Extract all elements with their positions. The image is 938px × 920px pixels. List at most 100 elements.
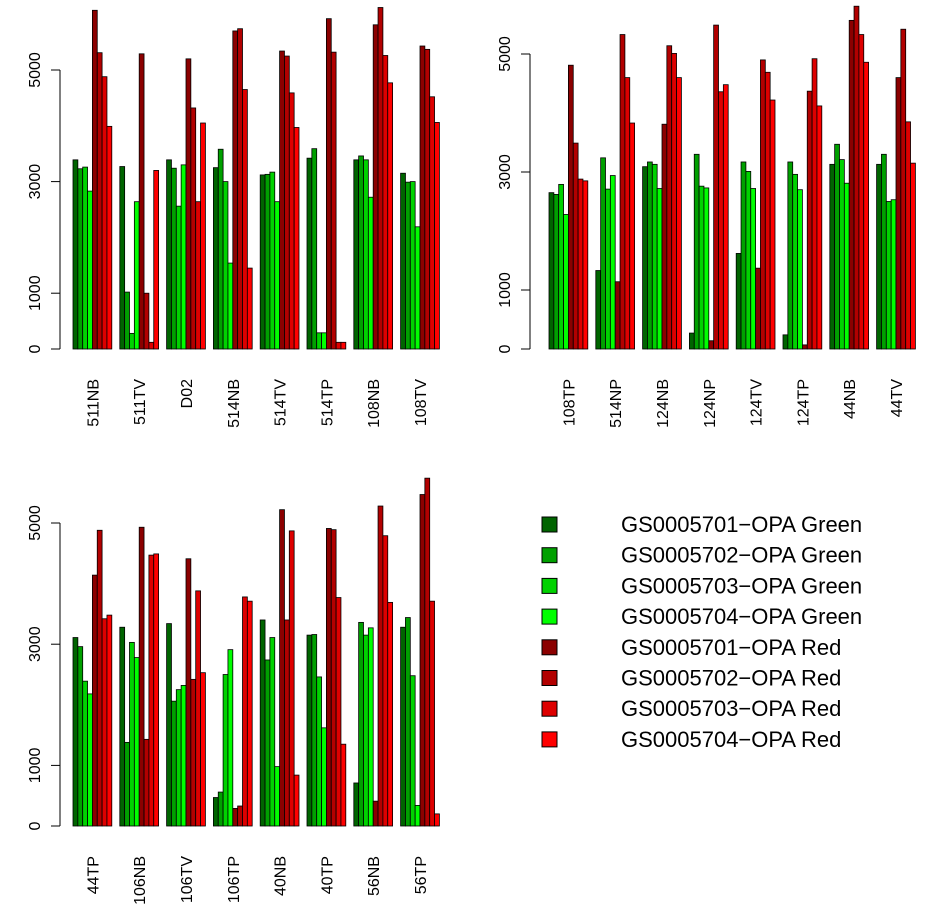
bar <box>358 155 364 350</box>
bar <box>816 105 823 350</box>
bar <box>87 693 93 827</box>
bar <box>96 52 103 350</box>
bar <box>572 142 579 350</box>
legend-swatch <box>541 608 558 625</box>
bar <box>387 82 393 350</box>
bar <box>848 19 855 350</box>
legend-swatch <box>541 516 558 533</box>
bar <box>651 163 658 350</box>
bar <box>787 161 794 350</box>
bar <box>863 61 869 350</box>
bar <box>377 7 384 350</box>
legend-label: GS0005703−OPA Red <box>621 696 841 721</box>
bar <box>200 672 206 827</box>
bar <box>755 267 761 350</box>
x-category-label: 108TV <box>413 379 430 426</box>
bar <box>414 226 421 350</box>
bar <box>246 267 253 350</box>
bar <box>166 623 172 827</box>
bar <box>335 597 342 827</box>
bar <box>400 172 406 350</box>
bar <box>330 529 337 827</box>
bar <box>900 28 907 350</box>
bar <box>609 175 616 350</box>
bar <box>316 676 322 827</box>
x-category-label: 514NP <box>608 379 625 428</box>
bar <box>382 55 389 350</box>
legend: GS0005701−OPA Green GS0005702−OPA Green GS… <box>541 512 862 752</box>
bar <box>200 122 206 350</box>
bar <box>284 619 290 827</box>
bar <box>400 626 406 827</box>
bar <box>153 170 159 350</box>
bar <box>306 157 313 350</box>
y-tick-label: 0 <box>497 344 514 353</box>
bar <box>321 332 327 350</box>
bar <box>171 167 177 350</box>
bar <box>325 528 332 827</box>
legend-swatch <box>541 547 558 564</box>
bar <box>101 76 108 350</box>
bar <box>419 45 426 350</box>
x-category-label: 124TP <box>795 379 812 426</box>
bar <box>595 270 602 350</box>
bar <box>769 99 776 350</box>
x-category-label: D02 <box>179 379 196 408</box>
x-category-label: 44NB <box>842 379 859 419</box>
bar <box>858 34 865 350</box>
legend-swatch <box>541 731 558 748</box>
bar <box>905 121 911 350</box>
legend-label: GS0005704−OPA Green <box>621 604 862 629</box>
bar <box>713 24 719 350</box>
y-tick-label: 5000 <box>497 36 514 72</box>
legend-label: GS0005704−OPA Red <box>621 727 841 752</box>
bar <box>600 157 606 350</box>
bar <box>175 205 182 350</box>
bar <box>708 340 715 350</box>
x-category-label: 124NB <box>655 379 672 428</box>
bar <box>895 77 902 350</box>
y-tick-label: 5000 <box>27 505 44 541</box>
chart-panel-2: 0 1000 3000 5000 108TP 514NP 124NB 124NP 124TV 12… <box>497 5 916 428</box>
bar <box>82 166 88 350</box>
bar <box>839 159 845 350</box>
bar <box>101 618 108 827</box>
bar <box>264 173 271 350</box>
bar <box>212 167 219 350</box>
bar <box>792 173 798 350</box>
bar <box>429 96 435 350</box>
bar <box>148 341 155 350</box>
bar <box>185 58 192 350</box>
bar <box>279 509 285 827</box>
bar <box>834 143 840 350</box>
bar <box>180 164 187 350</box>
bar <box>92 9 98 350</box>
bar <box>890 199 897 350</box>
bar <box>387 601 393 827</box>
bar <box>180 685 187 827</box>
bar <box>760 59 766 350</box>
bar <box>414 804 421 827</box>
bar <box>843 182 850 350</box>
bar <box>288 92 295 350</box>
bar <box>750 188 756 350</box>
y-tick-label: 3000 <box>27 164 44 200</box>
x-category-label: 511TV <box>132 379 149 425</box>
bar <box>693 153 700 350</box>
bar <box>106 125 113 350</box>
bar <box>242 89 248 350</box>
bar <box>577 178 584 350</box>
bar <box>363 159 369 350</box>
bar <box>129 332 135 350</box>
bar <box>293 127 300 350</box>
bar <box>325 18 332 350</box>
y-tick-label: 1000 <box>497 272 514 308</box>
bar <box>227 649 234 827</box>
bar <box>311 148 318 350</box>
bar <box>237 28 243 350</box>
bar <box>143 738 150 827</box>
bar <box>124 291 130 350</box>
bar <box>405 617 411 827</box>
bar <box>382 535 389 827</box>
